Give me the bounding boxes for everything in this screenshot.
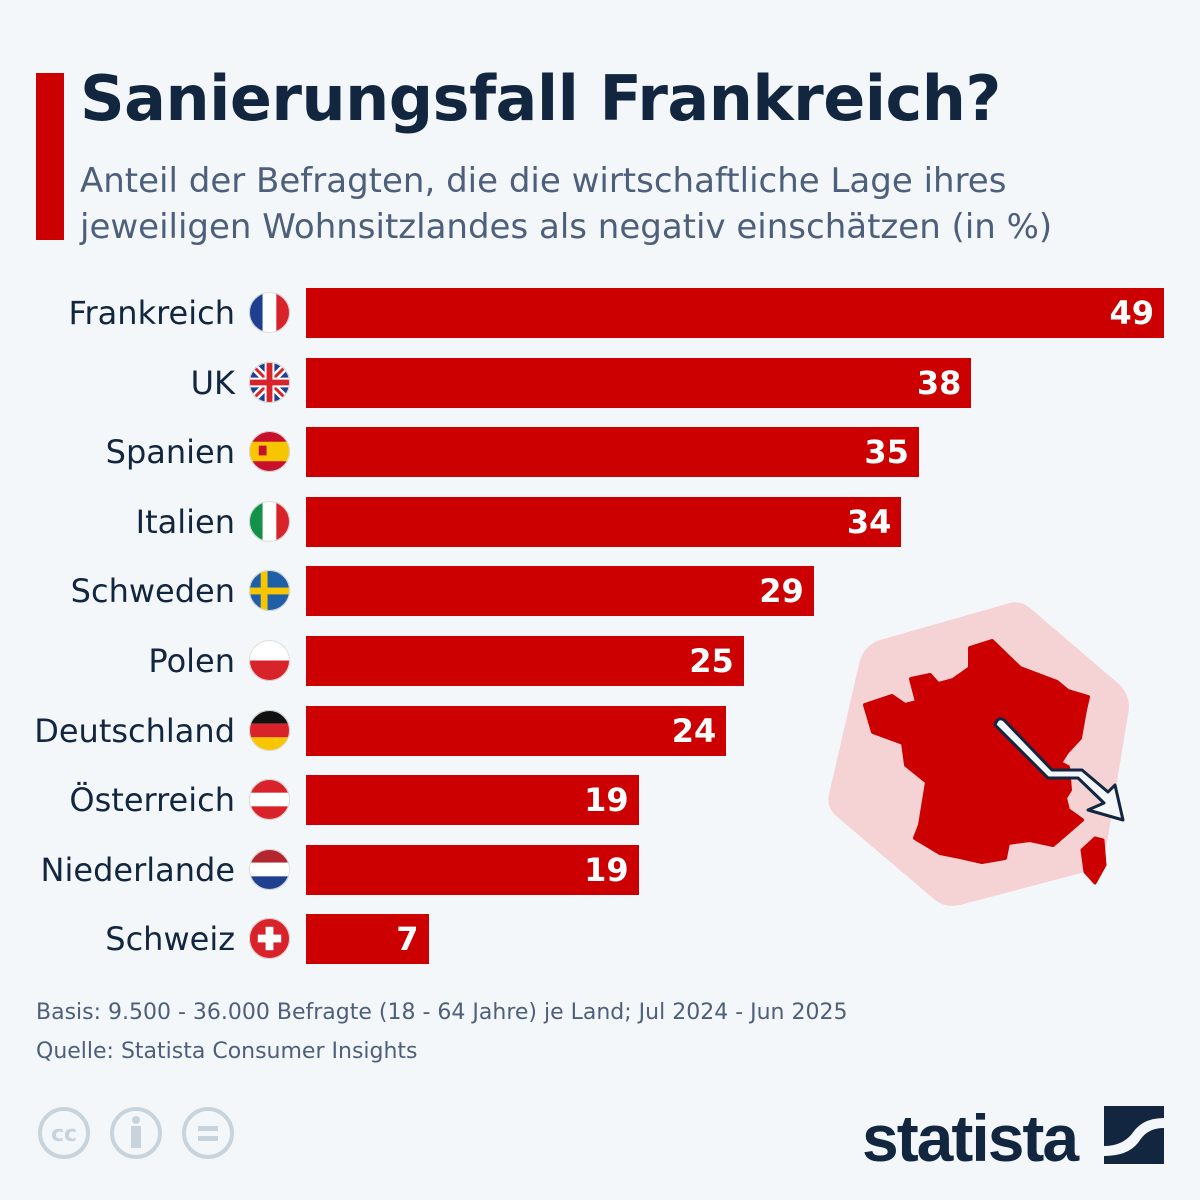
bar: 38 — [306, 357, 972, 408]
italy-flag-icon — [249, 500, 290, 542]
bar: 34 — [306, 496, 902, 547]
value-label: 34 — [846, 502, 892, 541]
bar: 19 — [306, 844, 639, 895]
category-label: Österreich — [69, 781, 235, 820]
value-label: 49 — [1109, 294, 1154, 332]
bar: 25 — [306, 636, 744, 686]
value-label: 7 — [396, 920, 419, 959]
category-label: Italien — [135, 502, 235, 541]
bar: 19 — [306, 775, 639, 826]
no-derivatives-icon[interactable] — [181, 1106, 235, 1160]
svg-text:cc: cc — [51, 1122, 77, 1147]
bar: 29 — [306, 566, 814, 617]
cc-icon[interactable]: cc — [37, 1106, 91, 1160]
sweden-flag-icon — [249, 570, 290, 612]
downtrend-arrow-icon — [993, 717, 1125, 822]
chart-subtitle: Anteil der Befragten, die die wirtschaft… — [80, 161, 1053, 247]
france-flag-icon — [249, 292, 290, 333]
france-map-illustration — [828, 602, 1129, 906]
chart-title: Sanierungsfall Frankreich? — [80, 62, 1001, 135]
category-label: Schweden — [70, 572, 235, 611]
category-label: Deutschland — [34, 711, 235, 750]
germany-flag-icon — [249, 709, 290, 751]
statista-logo-icon — [1104, 1106, 1164, 1164]
value-label: 38 — [916, 363, 962, 402]
category-label: Frankreich — [68, 294, 235, 332]
value-label: 19 — [584, 781, 629, 820]
france-shape — [863, 639, 1090, 864]
category-label: Polen — [148, 642, 235, 680]
value-label: 19 — [584, 850, 629, 889]
value-label: 35 — [864, 433, 909, 472]
spain-flag-icon — [249, 431, 290, 473]
category-label: Spanien — [105, 433, 235, 472]
netherlands-flag-icon — [249, 848, 290, 890]
value-label: 29 — [759, 572, 804, 611]
category-label: UK — [190, 363, 235, 402]
bar: 49 — [306, 288, 1164, 338]
statista-logo[interactable]: statista — [862, 1101, 1079, 1175]
switzerland-flag-icon — [249, 918, 290, 960]
category-label: Niederlande — [40, 850, 235, 889]
bar: 35 — [306, 427, 919, 478]
value-label: 25 — [689, 642, 734, 680]
bar: 7 — [306, 914, 429, 965]
value-label: 24 — [671, 711, 717, 750]
austria-flag-icon — [249, 779, 290, 821]
bar: 24 — [306, 705, 727, 756]
footer-source: Quelle: Statista Consumer Insights — [36, 1039, 418, 1064]
corsica-shape — [1080, 836, 1107, 885]
attribution-icon[interactable] — [109, 1106, 163, 1160]
accent-bar — [36, 73, 64, 240]
category-label: Schweiz — [105, 920, 235, 959]
footer-basis: Basis: 9.500 - 36.000 Befragte (18 - 64 … — [36, 1000, 848, 1025]
poland-flag-icon — [249, 640, 290, 681]
uk-flag-icon — [249, 361, 290, 403]
